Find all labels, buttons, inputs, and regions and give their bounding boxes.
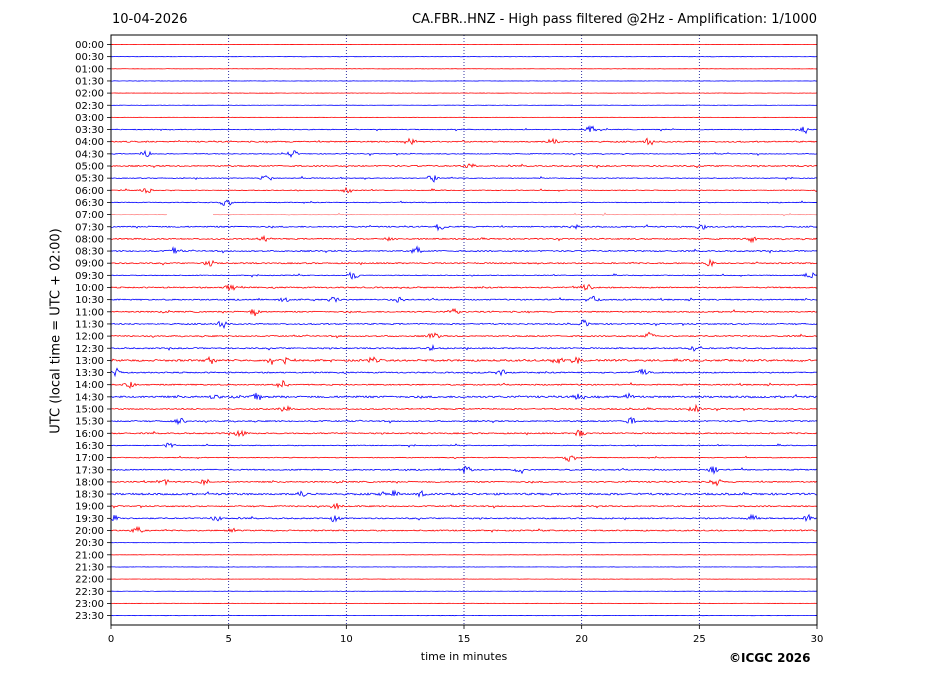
trace-0600 <box>110 186 818 194</box>
y-tick-label: 17:30 <box>75 465 104 476</box>
trace-2000 <box>110 525 818 534</box>
y-tick-label: 17:00 <box>75 453 104 464</box>
trace-1830 <box>110 489 818 498</box>
y-tick-label: 09:30 <box>75 271 104 282</box>
y-tick-label: 00:30 <box>75 52 104 63</box>
x-tick-label: 25 <box>693 634 706 645</box>
y-tick-label: 12:00 <box>75 332 104 343</box>
x-tick-label: 10 <box>340 634 353 645</box>
y-tick-label: 04:30 <box>75 149 104 160</box>
y-tick-label: 12:30 <box>75 344 104 355</box>
y-tick-label: 07:30 <box>75 222 104 233</box>
trace-1330 <box>110 367 818 378</box>
trace-1430 <box>110 392 818 401</box>
trace-1200 <box>110 331 818 340</box>
trace-1930 <box>110 513 818 523</box>
y-tick-label: 23:30 <box>75 611 104 622</box>
trace-0700 <box>110 212 818 217</box>
trace-0800 <box>110 234 818 244</box>
chart-title: CA.FBR..HNZ - High pass filtered @2Hz - … <box>411 12 817 27</box>
y-tick-label: 22:30 <box>75 587 104 598</box>
x-tick-label: 5 <box>225 634 231 645</box>
trace-0400 <box>110 137 818 146</box>
x-axis-label: time in minutes <box>420 650 508 663</box>
x-tick-label: 15 <box>458 634 471 645</box>
y-tick-label: 14:00 <box>75 380 104 391</box>
y-tick-label: 20:30 <box>75 538 104 549</box>
x-tick-label: 30 <box>811 634 824 645</box>
y-tick-label: 01:00 <box>75 64 104 75</box>
y-tick-label: 08:30 <box>75 247 104 258</box>
y-tick-label: 13:00 <box>75 356 104 367</box>
trace-0430 <box>110 149 818 158</box>
trace-1700 <box>110 455 818 462</box>
y-tick-label: 04:00 <box>75 137 104 148</box>
y-tick-label: 09:00 <box>75 259 104 270</box>
y-tick-label: 16:30 <box>75 441 104 452</box>
trace-1630 <box>110 442 818 449</box>
trace-0830 <box>110 245 818 255</box>
trace-1600 <box>110 429 818 438</box>
y-tick-label: 13:30 <box>75 368 104 379</box>
copyright-label: ©ICGC 2026 <box>729 651 811 665</box>
date-label: 10-04-2026 <box>112 12 188 27</box>
trace-1130 <box>110 319 818 329</box>
y-tick-label: 11:00 <box>75 307 104 318</box>
trace-0900 <box>110 258 818 268</box>
y-tick-label: 01:30 <box>75 76 104 87</box>
trace-0530 <box>110 175 818 183</box>
y-tick-label: 05:00 <box>75 162 104 173</box>
y-tick-label: 16:00 <box>75 429 104 440</box>
trace-1800 <box>110 478 818 487</box>
trace-0500 <box>111 163 818 169</box>
y-tick-label: 10:00 <box>75 283 104 294</box>
trace-1400 <box>110 379 818 389</box>
y-tick-label: 06:00 <box>75 186 104 197</box>
trace-1300 <box>110 355 818 365</box>
x-tick-label: 20 <box>575 634 588 645</box>
trace-1100 <box>110 307 818 317</box>
y-tick-label: 19:30 <box>75 514 104 525</box>
trace-1030 <box>110 295 818 303</box>
y-tick-label: 11:30 <box>75 319 104 330</box>
y-tick-label: 15:30 <box>75 417 104 428</box>
x-tick-label: 0 <box>108 634 114 645</box>
y-tick-label: 14:30 <box>75 392 104 403</box>
trace-0730 <box>110 223 818 232</box>
trace-1230 <box>110 343 818 352</box>
y-tick-label: 21:30 <box>75 562 104 573</box>
y-tick-label: 22:00 <box>75 575 104 586</box>
y-tick-label: 18:30 <box>75 490 104 501</box>
trace-1000 <box>110 283 818 292</box>
y-tick-label: 05:30 <box>75 174 104 185</box>
y-tick-label: 18:00 <box>75 477 104 488</box>
y-tick-label: 10:30 <box>75 295 104 306</box>
trace-1500 <box>110 403 818 413</box>
y-tick-label: 00:00 <box>75 40 104 51</box>
trace-1730 <box>110 465 818 475</box>
y-tick-label: 08:00 <box>75 234 104 245</box>
y-tick-label: 02:30 <box>75 101 104 112</box>
trace-0930 <box>110 271 818 280</box>
y-tick-label: 15:00 <box>75 405 104 416</box>
y-tick-label: 23:00 <box>75 599 104 610</box>
y-tick-label: 20:00 <box>75 526 104 537</box>
y-tick-label: 21:00 <box>75 550 104 561</box>
y-tick-label: 03:30 <box>75 125 104 136</box>
y-tick-label: 06:30 <box>75 198 104 209</box>
trace-0630 <box>110 199 818 207</box>
y-tick-label: 03:00 <box>75 113 104 124</box>
y-tick-label: 02:00 <box>75 89 104 100</box>
trace-0330 <box>110 125 818 135</box>
y-tick-label: 07:00 <box>75 210 104 221</box>
y-tick-label: 19:00 <box>75 502 104 513</box>
trace-1530 <box>110 416 818 426</box>
trace-1900 <box>110 503 818 511</box>
